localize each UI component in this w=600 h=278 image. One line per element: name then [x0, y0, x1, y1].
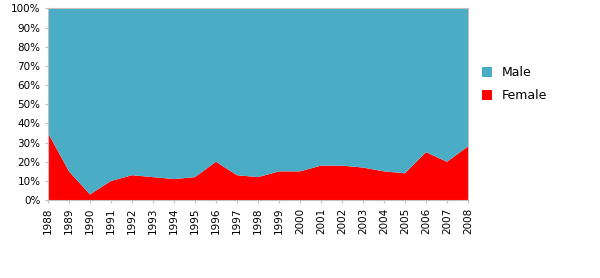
- Legend: Male, Female: Male, Female: [478, 63, 551, 106]
